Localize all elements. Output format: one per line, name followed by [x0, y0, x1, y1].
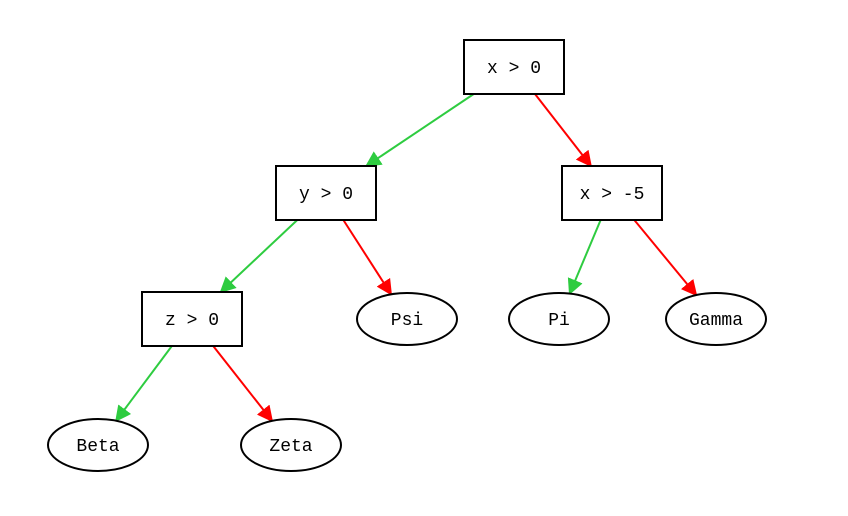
node-label: y > 0 [299, 185, 353, 205]
decision-node: x > 0 [464, 40, 564, 94]
node-label: Gamma [689, 311, 743, 331]
edge-false [535, 94, 591, 166]
edge-false [213, 346, 272, 421]
edges-layer [116, 94, 696, 421]
edge-true [570, 220, 601, 294]
edge-true [221, 220, 298, 292]
edge-true [116, 346, 172, 421]
node-label: Psi [391, 311, 423, 331]
leaf-node: Beta [48, 419, 148, 471]
node-label: Pi [548, 311, 570, 331]
edge-true [366, 94, 473, 166]
node-label: Zeta [269, 437, 312, 457]
leaf-node: Zeta [241, 419, 341, 471]
decision-tree-diagram: x > 0 y > 0 x > -5 z > 0 Psi Pi Gamma Beta Zeta [0, 0, 848, 516]
leaf-node: Gamma [666, 293, 766, 345]
node-label: x > 0 [487, 59, 541, 79]
node-label: x > -5 [580, 185, 645, 205]
decision-node: x > -5 [562, 166, 662, 220]
nodes-layer: x > 0 y > 0 x > -5 z > 0 Psi Pi Gamma Beta Zeta [48, 40, 766, 471]
edge-false [343, 220, 391, 294]
decision-node: y > 0 [276, 166, 376, 220]
edge-false [634, 220, 696, 295]
node-label: z > 0 [165, 311, 219, 331]
leaf-node: Pi [509, 293, 609, 345]
leaf-node: Psi [357, 293, 457, 345]
node-label: Beta [76, 437, 119, 457]
decision-node: z > 0 [142, 292, 242, 346]
